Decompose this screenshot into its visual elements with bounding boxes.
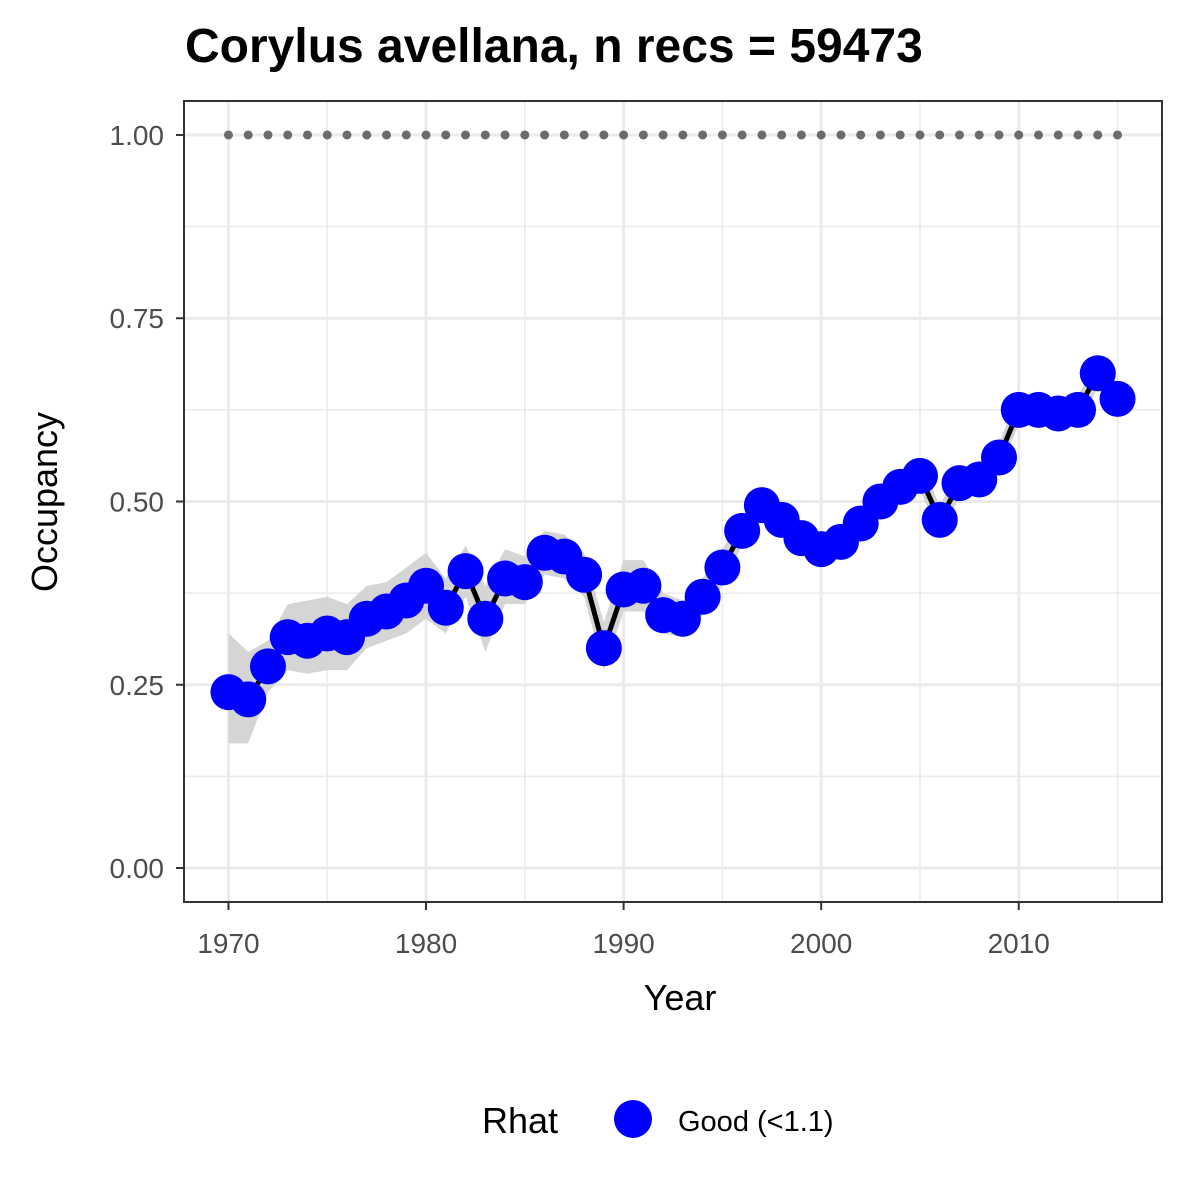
x-tick-label: 1970: [197, 928, 259, 959]
reference-dot: [1113, 130, 1123, 140]
reference-dot: [559, 130, 569, 140]
reference-dot: [1093, 130, 1103, 140]
reference-dot: [223, 130, 233, 140]
reference-dot: [974, 130, 984, 140]
reference-dot: [619, 130, 629, 140]
x-tick-label: 2000: [790, 928, 852, 959]
data-point: [467, 600, 504, 637]
legend-label: Good (<1.1): [678, 1106, 834, 1138]
reference-dot: [737, 130, 747, 140]
reference-dot: [342, 130, 352, 140]
data-point: [704, 549, 741, 586]
reference-dot: [500, 130, 510, 140]
reference-dot: [717, 130, 727, 140]
reference-dot: [1053, 130, 1063, 140]
data-point: [566, 556, 603, 593]
x-axis-title: Year: [644, 977, 717, 1018]
chart-title: Corylus avellana, n recs = 59473: [185, 20, 923, 73]
data-point: [1079, 355, 1116, 392]
data-point: [724, 512, 761, 549]
reference-dot: [263, 130, 273, 140]
reference-dot: [836, 130, 846, 140]
data-point: [249, 648, 286, 685]
data-point: [684, 578, 721, 615]
x-tick-label: 1980: [395, 928, 457, 959]
data-point: [921, 501, 958, 538]
y-tick-label: 1.00: [110, 120, 165, 151]
reference-dot: [1014, 130, 1024, 140]
reference-dot: [757, 130, 767, 140]
reference-line-layer: [223, 130, 1123, 140]
x-tick-label: 1990: [592, 928, 654, 959]
reference-dot: [362, 130, 372, 140]
data-point: [1099, 380, 1136, 417]
reference-dot: [678, 130, 688, 140]
reference-dot: [302, 130, 312, 140]
data-point: [625, 567, 662, 604]
reference-dot: [322, 130, 332, 140]
reference-dot: [895, 130, 905, 140]
grid: [185, 102, 1161, 901]
reference-dot: [520, 130, 530, 140]
data-point: [447, 553, 484, 590]
reference-dot: [540, 130, 550, 140]
y-axis-title: Occupancy: [24, 412, 65, 592]
data-point: [980, 439, 1017, 476]
data-point: [427, 589, 464, 626]
reference-dot: [658, 130, 668, 140]
reference-dot: [1034, 130, 1044, 140]
x-tick-label: 2010: [988, 928, 1050, 959]
y-tick-label: 0.50: [110, 487, 165, 518]
points-layer: [210, 355, 1136, 718]
reference-dot: [283, 130, 293, 140]
legend-key-marker: [614, 1100, 652, 1138]
reference-dot: [935, 130, 945, 140]
y-tick-label: 0.25: [110, 670, 165, 701]
reference-dot: [421, 130, 431, 140]
axis-ticks: 1970 1980 1990 2000 2010 0.00 0.25 0.50 0.75 1.00: [110, 120, 1050, 959]
reference-dot: [994, 130, 1004, 140]
reference-dot: [401, 130, 411, 140]
reference-dot: [796, 130, 806, 140]
reference-dot: [382, 130, 392, 140]
y-tick-label: 0.00: [110, 853, 165, 884]
reference-dot: [777, 130, 787, 140]
reference-dot: [243, 130, 253, 140]
reference-dot: [461, 130, 471, 140]
reference-dot: [698, 130, 708, 140]
data-point: [585, 630, 622, 667]
reference-dot: [638, 130, 648, 140]
reference-dot: [599, 130, 609, 140]
reference-dot: [816, 130, 826, 140]
legend-title: Rhat: [482, 1100, 558, 1141]
reference-dot: [1073, 130, 1083, 140]
reference-dot: [441, 130, 451, 140]
reference-dot: [856, 130, 866, 140]
reference-dot: [875, 130, 885, 140]
data-point: [901, 457, 938, 494]
legend: Rhat Good (<1.1): [482, 1100, 834, 1141]
y-tick-label: 0.75: [110, 303, 165, 334]
reference-dot: [954, 130, 964, 140]
reference-dot: [480, 130, 490, 140]
reference-dot: [915, 130, 925, 140]
reference-dot: [579, 130, 589, 140]
data-point: [1060, 391, 1097, 428]
data-point: [506, 564, 543, 601]
data-point: [230, 681, 267, 718]
